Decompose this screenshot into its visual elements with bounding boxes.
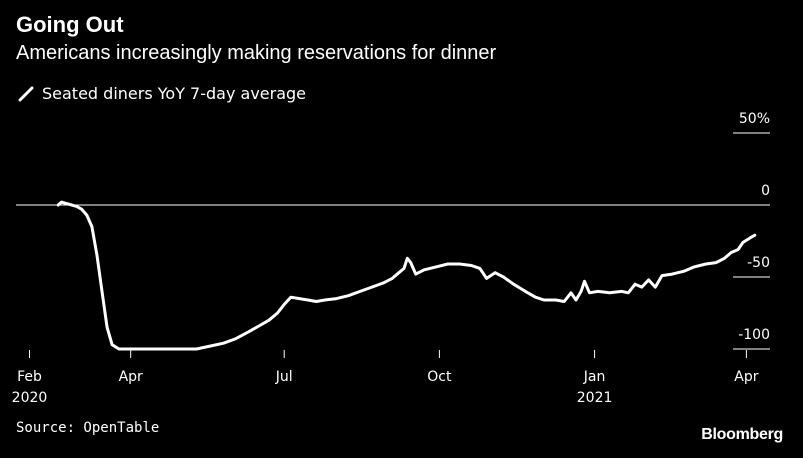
chart-title: Going Out bbox=[16, 12, 124, 37]
x-tick-label: Apr bbox=[734, 369, 758, 385]
legend-swatch-icon bbox=[18, 86, 34, 102]
x-tick-label: Feb bbox=[17, 369, 42, 385]
chart-subtitle: Americans increasingly making reservatio… bbox=[16, 42, 497, 64]
legend: Seated diners YoY 7-day average bbox=[18, 84, 306, 103]
y-tick-label: -50 bbox=[747, 255, 770, 271]
x-tick-label: Oct bbox=[427, 369, 452, 385]
x-tick-label: Jul bbox=[275, 369, 293, 385]
source-note: Source: OpenTable bbox=[16, 420, 160, 436]
series-line-seated-diners bbox=[56, 200, 757, 351]
x-tick-year-label: 2021 bbox=[577, 390, 613, 406]
y-tick-label: 0 bbox=[761, 183, 770, 199]
x-tick-label: Apr bbox=[119, 369, 143, 385]
y-tick-label: -100 bbox=[738, 327, 770, 343]
legend-label: Seated diners YoY 7-day average bbox=[42, 84, 307, 103]
x-tick-label: Jan bbox=[583, 369, 606, 385]
bloomberg-logo: Bloomberg bbox=[701, 426, 783, 443]
x-tick-year-label: 2020 bbox=[12, 390, 48, 406]
y-tick-label: 50% bbox=[739, 111, 770, 127]
